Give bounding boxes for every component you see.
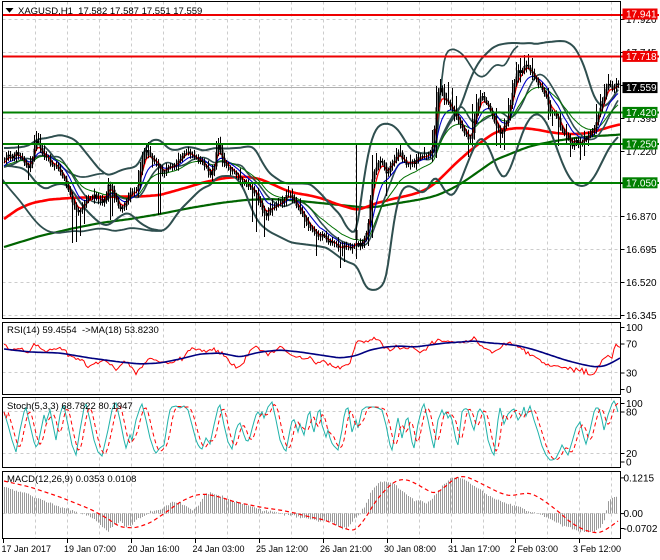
svg-text:16.870: 16.870 xyxy=(626,212,657,223)
svg-text:17.220: 17.220 xyxy=(626,147,657,158)
svg-text:17.941: 17.941 xyxy=(626,10,657,21)
svg-text:19 Jan 07:00: 19 Jan 07:00 xyxy=(64,544,116,554)
svg-text:16.520: 16.520 xyxy=(626,278,657,289)
svg-text:0: 0 xyxy=(626,385,632,396)
svg-text:0: 0 xyxy=(626,458,632,469)
svg-text:30 Jan 08:00: 30 Jan 08:00 xyxy=(384,544,436,554)
svg-text:16.695: 16.695 xyxy=(626,245,657,256)
svg-text:100: 100 xyxy=(626,399,643,410)
svg-text:17 Jan 2017: 17 Jan 2017 xyxy=(2,544,52,554)
svg-text:17.250: 17.250 xyxy=(626,140,657,151)
svg-text:26 Jan 21:00: 26 Jan 21:00 xyxy=(320,544,372,554)
svg-text:3 Feb 12:00: 3 Feb 12:00 xyxy=(573,544,621,554)
svg-text:RSI(14) 59.4554 ->MA(18) 53.8: RSI(14) 59.4554 ->MA(18) 53.8230 xyxy=(7,325,159,336)
svg-text:70: 70 xyxy=(626,340,638,351)
svg-text:MACD(12,26,9) 0.0353 0.0108: MACD(12,26,9) 0.0353 0.0108 xyxy=(7,474,136,485)
svg-text:2 Feb 03:00: 2 Feb 03:00 xyxy=(510,544,558,554)
svg-text:0.1215: 0.1215 xyxy=(624,474,655,485)
svg-text:31 Jan 17:00: 31 Jan 17:00 xyxy=(448,544,500,554)
svg-text:17.420: 17.420 xyxy=(626,108,657,119)
svg-text:Stoch(5,3,3) 68.7822 80.1947: Stoch(5,3,3) 68.7822 80.1947 xyxy=(7,401,133,412)
svg-text:80: 80 xyxy=(626,408,638,419)
svg-text:17.395: 17.395 xyxy=(626,114,657,125)
svg-text:17.559: 17.559 xyxy=(626,83,657,94)
svg-text:24 Jan 03:00: 24 Jan 03:00 xyxy=(193,544,245,554)
svg-text:20: 20 xyxy=(626,449,638,460)
svg-text:16.345: 16.345 xyxy=(626,311,657,322)
svg-text:XAGUSD,H1 17.582 17.587 17.55: XAGUSD,H1 17.582 17.587 17.551 17.559 xyxy=(18,6,202,17)
svg-text:30: 30 xyxy=(626,369,638,380)
svg-text:20 Jan 16:00: 20 Jan 16:00 xyxy=(128,544,180,554)
svg-text:25 Jan 12:00: 25 Jan 12:00 xyxy=(256,544,308,554)
svg-text:-0.0702: -0.0702 xyxy=(624,524,658,535)
svg-text:17.920: 17.920 xyxy=(626,15,657,26)
svg-text:17.050: 17.050 xyxy=(626,178,657,189)
svg-text:0.00: 0.00 xyxy=(624,509,644,520)
svg-text:100: 100 xyxy=(626,323,643,334)
svg-text:17.718: 17.718 xyxy=(626,52,657,63)
